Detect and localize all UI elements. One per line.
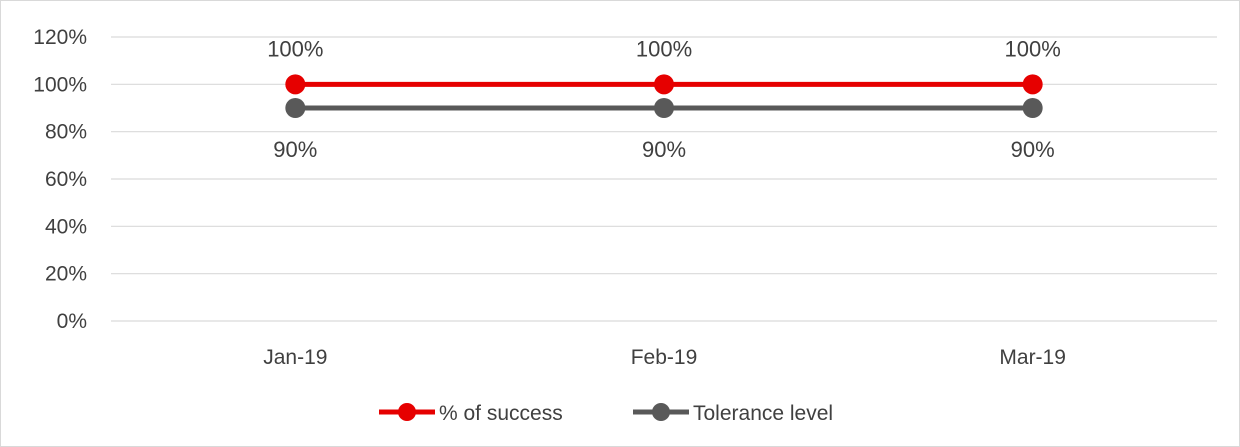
legend-label-1: % of success (439, 402, 563, 425)
legend-swatch-marker-2 (652, 403, 670, 421)
x-axis-tick-labels: Jan-19 Feb-19 Mar-19 (263, 346, 1066, 369)
series-2-data-label-2: 90% (642, 137, 686, 162)
series (285, 74, 1042, 118)
series-1-data-label-2: 100% (636, 36, 692, 61)
series-2-point-2 (654, 98, 674, 118)
y-tick-label-100: 100% (33, 73, 87, 96)
series-2-data-label-3: 90% (1011, 137, 1055, 162)
x-tick-label-3: Mar-19 (999, 346, 1066, 369)
y-tick-label-120: 120% (33, 26, 87, 49)
y-tick-label-40: 40% (45, 215, 87, 238)
legend-label-2: Tolerance level (693, 402, 833, 425)
series-1-point-2 (654, 74, 674, 94)
series-1-point-1 (285, 74, 305, 94)
y-tick-label-0: 0% (57, 310, 87, 333)
legend: % of success Tolerance level (379, 402, 833, 425)
series-2-point-3 (1023, 98, 1043, 118)
y-tick-label-80: 80% (45, 121, 87, 144)
y-tick-label-20: 20% (45, 263, 87, 286)
x-tick-label-1: Jan-19 (263, 346, 327, 369)
y-tick-label-60: 60% (45, 168, 87, 191)
series-1-data-label-1: 100% (267, 36, 323, 61)
x-tick-label-2: Feb-19 (631, 346, 698, 369)
series-1-point-3 (1023, 74, 1043, 94)
series-1-data-label-3: 100% (1005, 36, 1061, 61)
series-2-data-label-1: 90% (273, 137, 317, 162)
y-axis-tick-labels: 0% 20% 40% 60% 80% 100% 120% (33, 26, 87, 333)
legend-swatch-marker-1 (398, 403, 416, 421)
series-2-point-1 (285, 98, 305, 118)
